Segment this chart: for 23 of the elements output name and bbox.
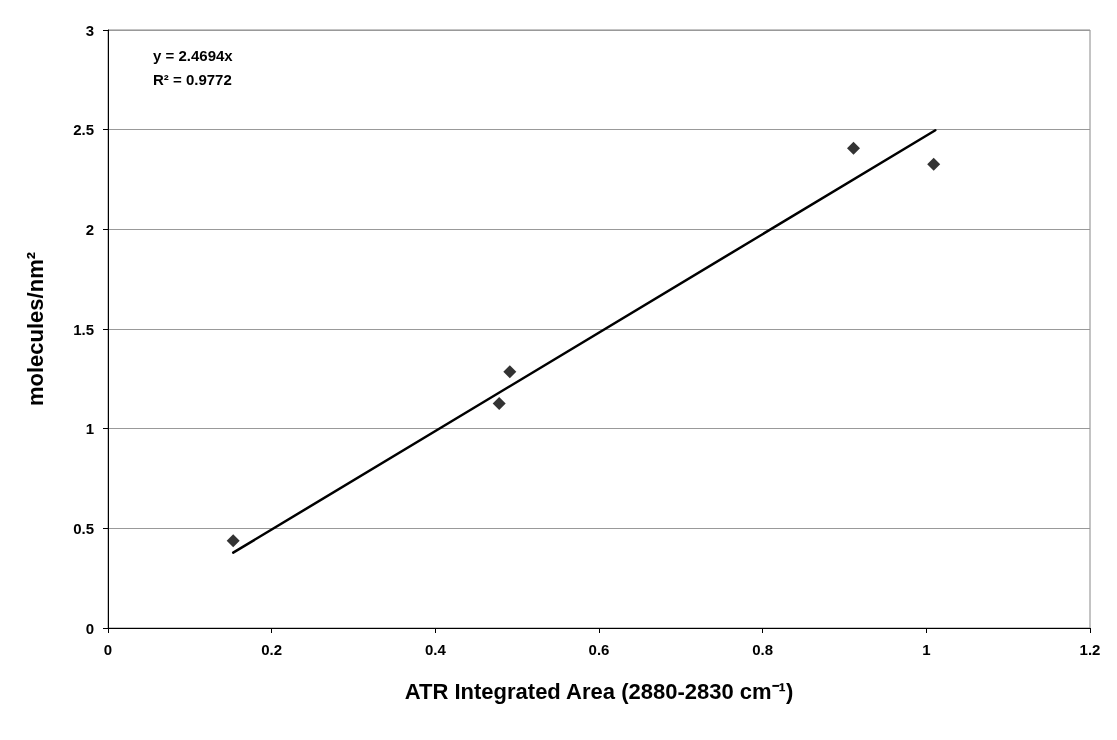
y-tick-label: 1: [85, 420, 94, 438]
y-tick-label: 2.5: [73, 121, 94, 139]
annotation: R² = 0.9772: [153, 71, 232, 88]
x-tick-label: 1.2: [1079, 641, 1101, 658]
y-tick-label: 3: [85, 21, 94, 39]
point: [226, 534, 240, 548]
y-tick-label: 0: [85, 619, 94, 637]
point: [847, 141, 860, 155]
y-tick-label: 2: [85, 220, 94, 238]
y-tick-label: 1.5: [73, 320, 94, 338]
annotation: y = 2.4694x: [153, 47, 234, 64]
x-tick-label: 1: [922, 641, 931, 658]
x-tick-label: 0.4: [424, 641, 447, 658]
y-tick-label: 0.5: [73, 519, 94, 537]
x-axis-title: ATR Integrated Area (2880-2830 cm⁻¹): [404, 678, 794, 704]
x-tick-label: 0.6: [588, 641, 610, 658]
point: [927, 157, 941, 171]
x-tick-label: 0.2: [261, 641, 283, 658]
point: [492, 397, 506, 411]
x-tick-label: 0.8: [752, 641, 774, 658]
y-axis-title: molecules/nm²: [22, 251, 48, 407]
point: [503, 365, 517, 379]
x-tick-label: 0: [103, 641, 113, 658]
